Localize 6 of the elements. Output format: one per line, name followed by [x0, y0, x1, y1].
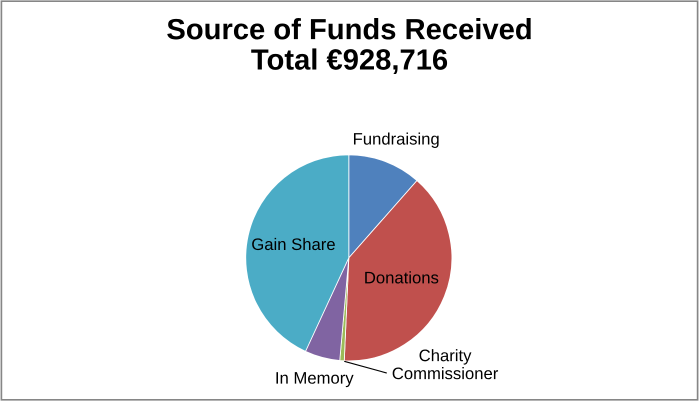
- slice-label: Charity Commissioner: [392, 349, 498, 380]
- slice-label: In Memory: [276, 372, 354, 388]
- slice-label: Donations: [365, 271, 438, 284]
- slice-label: Fundraising: [354, 132, 439, 148]
- slice-label: Gain Share: [252, 238, 335, 250]
- chart-title: Source of Funds Received Total €928,716: [167, 18, 531, 74]
